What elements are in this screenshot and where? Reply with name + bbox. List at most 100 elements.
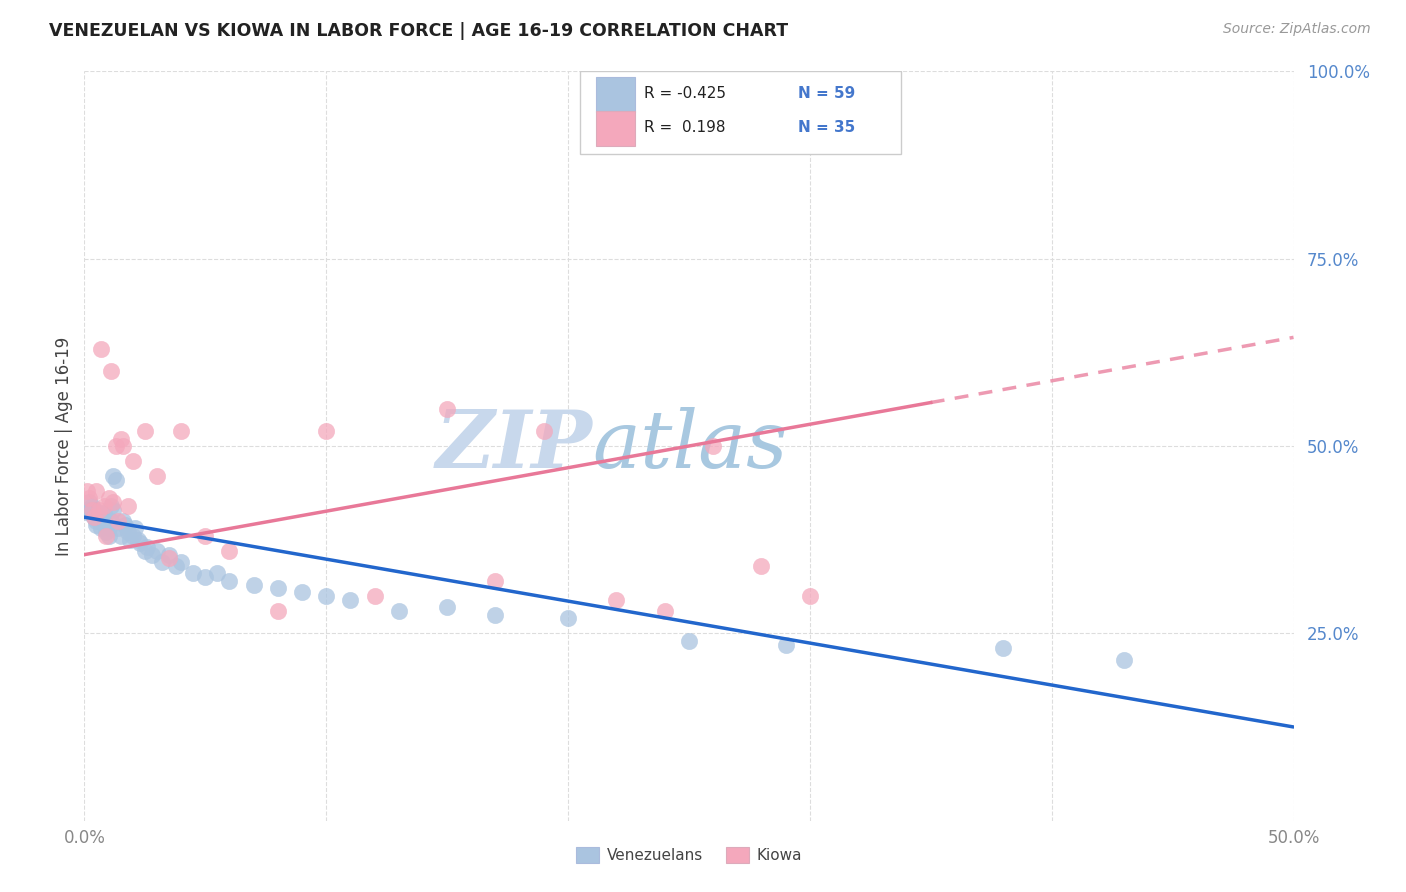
Point xyxy=(117,499,139,513)
Point xyxy=(157,551,180,566)
Point xyxy=(339,592,361,607)
Point xyxy=(94,517,117,532)
Point xyxy=(93,514,115,528)
Point xyxy=(103,502,125,516)
Point xyxy=(97,529,120,543)
Point xyxy=(267,582,290,596)
Point xyxy=(678,633,700,648)
Point xyxy=(194,529,217,543)
Point xyxy=(104,473,127,487)
Point xyxy=(76,502,98,516)
Point xyxy=(557,611,579,625)
Point xyxy=(207,566,229,581)
Point xyxy=(77,491,100,506)
Point xyxy=(83,502,105,516)
Point xyxy=(170,424,193,438)
Point xyxy=(181,566,204,581)
Text: N = 35: N = 35 xyxy=(797,120,855,135)
Point xyxy=(121,529,143,543)
Point xyxy=(751,558,773,573)
Point xyxy=(90,510,112,524)
Text: Source: ZipAtlas.com: Source: ZipAtlas.com xyxy=(1223,22,1371,37)
Point xyxy=(363,589,385,603)
Text: atlas: atlas xyxy=(592,408,787,484)
Y-axis label: In Labor Force | Age 16-19: In Labor Force | Age 16-19 xyxy=(55,336,73,556)
Point xyxy=(267,604,290,618)
Point xyxy=(654,604,676,618)
Point xyxy=(110,529,132,543)
Point xyxy=(170,555,193,569)
Point xyxy=(77,495,100,509)
Point xyxy=(76,483,98,498)
Point xyxy=(103,469,125,483)
Point xyxy=(1114,652,1136,666)
Point xyxy=(134,544,156,558)
Point xyxy=(107,521,129,535)
Text: R = -0.425: R = -0.425 xyxy=(644,87,727,102)
Point xyxy=(86,514,108,528)
Point xyxy=(165,558,187,573)
Point xyxy=(87,514,110,528)
Point xyxy=(436,600,458,615)
Point xyxy=(124,521,146,535)
Point xyxy=(194,570,217,584)
Point xyxy=(993,641,1015,656)
Point xyxy=(94,529,117,543)
Point xyxy=(100,364,122,378)
Point xyxy=(146,544,169,558)
FancyBboxPatch shape xyxy=(596,112,634,145)
Point xyxy=(87,507,110,521)
Point xyxy=(121,454,143,468)
Point xyxy=(93,499,115,513)
Point xyxy=(218,544,240,558)
Point xyxy=(533,424,555,438)
Point xyxy=(436,401,458,416)
Point xyxy=(103,495,125,509)
Point xyxy=(799,589,821,603)
Point xyxy=(141,548,163,562)
Point xyxy=(315,424,337,438)
Point xyxy=(87,502,110,516)
Point xyxy=(112,514,135,528)
Point xyxy=(484,607,506,622)
Point xyxy=(136,540,159,554)
Text: ZIP: ZIP xyxy=(436,408,592,484)
Point xyxy=(775,638,797,652)
Point xyxy=(605,592,627,607)
Point xyxy=(315,589,337,603)
Point xyxy=(242,577,264,591)
Point xyxy=(484,574,506,588)
Point xyxy=(90,521,112,535)
Point xyxy=(86,517,108,532)
Point xyxy=(112,439,135,453)
Point xyxy=(93,507,115,521)
Point xyxy=(77,507,100,521)
Point xyxy=(83,510,105,524)
Point xyxy=(94,525,117,540)
Point xyxy=(80,499,103,513)
Point xyxy=(107,514,129,528)
Point xyxy=(146,469,169,483)
Point xyxy=(100,514,122,528)
Point xyxy=(150,555,173,569)
FancyBboxPatch shape xyxy=(581,71,901,153)
Point xyxy=(80,502,103,516)
Point xyxy=(97,521,120,535)
Point xyxy=(83,510,105,524)
Text: N = 59: N = 59 xyxy=(797,87,855,102)
Point xyxy=(110,432,132,446)
FancyBboxPatch shape xyxy=(596,78,634,112)
Point xyxy=(702,439,724,453)
Point xyxy=(104,439,127,453)
Point xyxy=(218,574,240,588)
Point xyxy=(120,533,142,547)
Point xyxy=(86,483,108,498)
Point xyxy=(100,499,122,513)
Point xyxy=(157,548,180,562)
Point xyxy=(134,424,156,438)
Point xyxy=(291,585,314,599)
Text: R =  0.198: R = 0.198 xyxy=(644,120,725,135)
Point xyxy=(388,604,411,618)
Point xyxy=(117,525,139,540)
Point xyxy=(80,507,103,521)
